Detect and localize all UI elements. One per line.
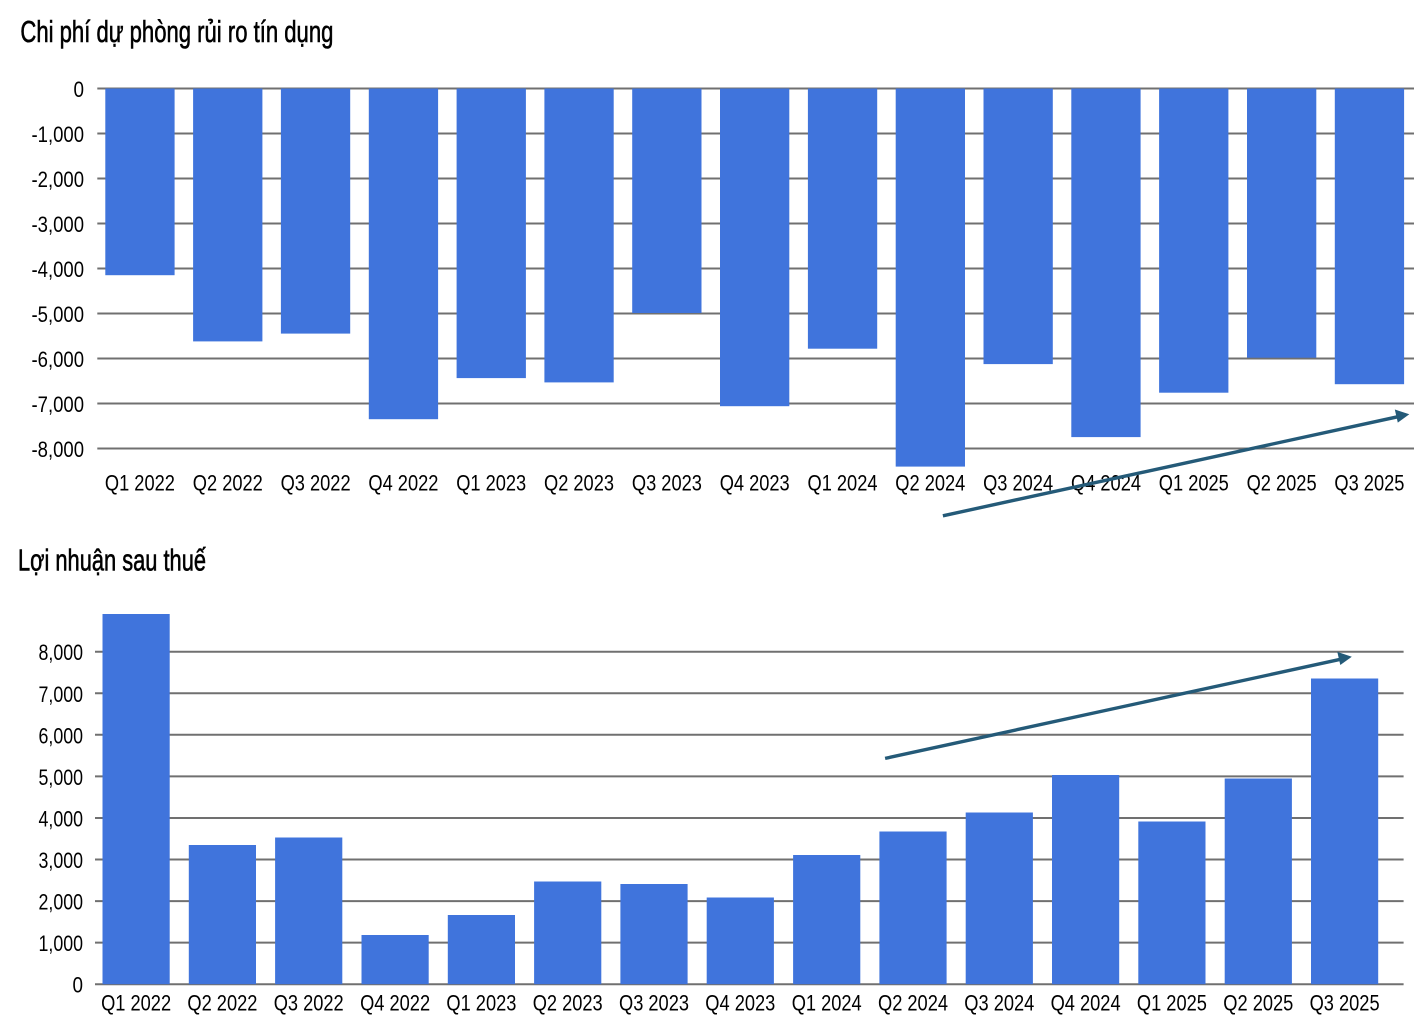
svg-text:Q3 2025: Q3 2025: [1310, 991, 1380, 1016]
svg-text:Q2 2023: Q2 2023: [544, 471, 614, 496]
svg-text:5,000: 5,000: [39, 765, 84, 790]
svg-text:Q3 2025: Q3 2025: [1334, 471, 1404, 496]
svg-text:Q2 2025: Q2 2025: [1223, 991, 1293, 1016]
svg-text:-1,000: -1,000: [32, 122, 85, 147]
svg-text:Q1 2025: Q1 2025: [1137, 991, 1207, 1016]
svg-text:Q1 2022: Q1 2022: [101, 991, 171, 1016]
svg-text:Q2 2022: Q2 2022: [187, 991, 257, 1016]
svg-text:Q4 2024: Q4 2024: [1051, 991, 1121, 1016]
svg-text:0: 0: [74, 77, 85, 102]
svg-text:-7,000: -7,000: [32, 392, 85, 417]
svg-text:Q3 2024: Q3 2024: [964, 991, 1034, 1016]
svg-text:-3,000: -3,000: [32, 212, 85, 237]
svg-text:Q3 2024: Q3 2024: [983, 471, 1053, 496]
svg-text:Q1 2023: Q1 2023: [446, 991, 516, 1016]
svg-text:6,000: 6,000: [39, 723, 84, 748]
svg-text:8,000: 8,000: [39, 640, 84, 665]
svg-text:Q3 2022: Q3 2022: [281, 471, 351, 496]
svg-text:Q4 2023: Q4 2023: [705, 991, 775, 1016]
svg-text:Chi phí dự phòng rủi ro tín dụ: Chi phí dự phòng rủi ro tín dụng: [20, 15, 333, 49]
svg-text:Q2 2024: Q2 2024: [878, 991, 948, 1016]
svg-text:Q4 2022: Q4 2022: [360, 991, 430, 1016]
svg-text:Q1 2024: Q1 2024: [792, 991, 862, 1016]
svg-text:-6,000: -6,000: [32, 347, 85, 372]
svg-text:Q1 2025: Q1 2025: [1159, 471, 1229, 496]
svg-text:Q4 2022: Q4 2022: [368, 471, 438, 496]
svg-text:Q2 2023: Q2 2023: [533, 991, 603, 1016]
svg-text:Lợi nhuận sau thuế: Lợi nhuận sau thuế: [18, 544, 206, 578]
svg-text:Q1 2022: Q1 2022: [105, 471, 175, 496]
svg-text:Q3 2023: Q3 2023: [619, 991, 689, 1016]
svg-text:2,000: 2,000: [39, 890, 84, 915]
svg-text:Q3 2022: Q3 2022: [274, 991, 344, 1016]
svg-text:-2,000: -2,000: [32, 167, 85, 192]
svg-text:3,000: 3,000: [39, 848, 84, 873]
svg-text:-4,000: -4,000: [32, 257, 85, 282]
svg-text:Q1 2024: Q1 2024: [808, 471, 878, 496]
svg-text:Q3 2023: Q3 2023: [632, 471, 702, 496]
svg-text:4,000: 4,000: [39, 807, 84, 832]
svg-text:-5,000: -5,000: [32, 302, 85, 327]
svg-text:Q2 2022: Q2 2022: [193, 471, 263, 496]
svg-text:1,000: 1,000: [39, 931, 84, 956]
svg-text:Q2 2024: Q2 2024: [895, 471, 965, 496]
svg-text:Q1 2023: Q1 2023: [456, 471, 526, 496]
svg-text:Q2 2025: Q2 2025: [1247, 471, 1317, 496]
svg-text:-8,000: -8,000: [32, 437, 85, 462]
svg-text:7,000: 7,000: [39, 682, 84, 707]
svg-text:Q4 2023: Q4 2023: [720, 471, 790, 496]
svg-text:0: 0: [73, 973, 84, 998]
